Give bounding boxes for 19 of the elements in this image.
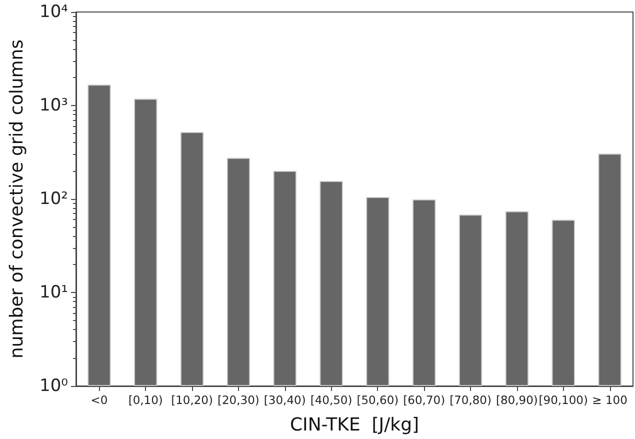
x-tick-label: [80,90) [496,393,538,407]
x-axis-title: CIN-TKE [J/kg] [290,414,420,436]
y-tick-label: 10¹ [40,282,68,302]
y-tick-label: 10² [40,189,68,209]
x-tick-label: ≥ 100 [592,393,628,407]
y-tick-label: 10³ [40,96,68,116]
x-tick-label: [40,50) [310,393,352,407]
x-tick-label: [10,20) [171,393,213,407]
x-tick-label: [30,40) [264,393,306,407]
x-tick-label: [20,30) [218,393,260,407]
x-tick-label: [0,10) [128,393,163,407]
x-tick-label: [90,100) [538,393,588,407]
y-tick-label: 10⁰ [40,376,68,396]
x-tick-label: [60,70) [403,393,446,407]
y-axis-title: number of convective grid columns [6,39,28,359]
x-tick-label: [70,80) [450,393,492,407]
y-tick-label: 10⁴ [40,2,68,22]
x-tick-label: <0 [90,393,108,407]
x-tick-label: [50,60) [356,393,399,407]
